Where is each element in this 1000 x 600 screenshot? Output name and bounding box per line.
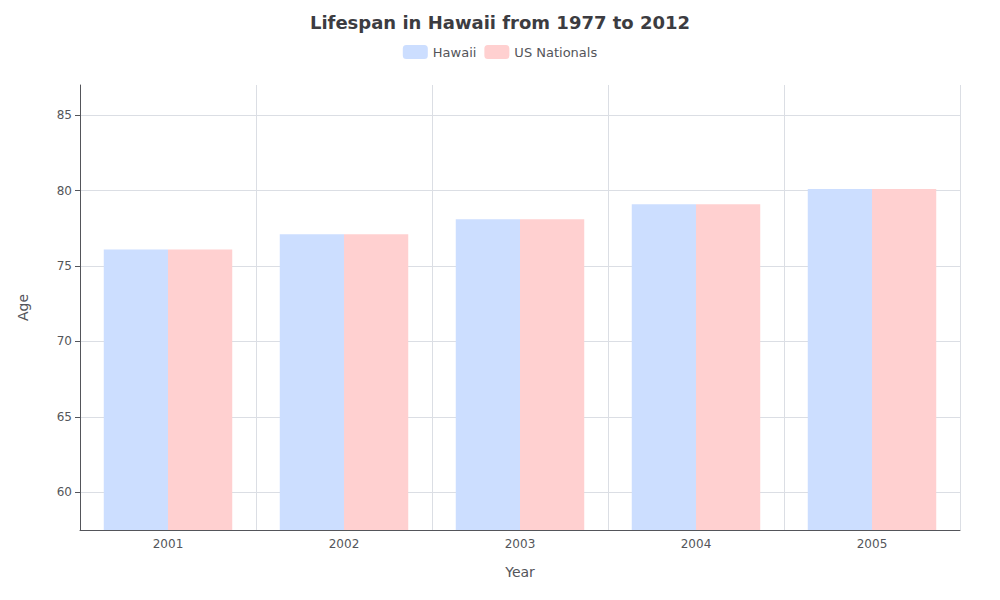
svg-text:2002: 2002: [329, 537, 360, 551]
svg-text:70: 70: [57, 334, 72, 348]
svg-text:2004: 2004: [681, 537, 712, 551]
svg-text:Year: Year: [504, 564, 535, 580]
svg-text:65: 65: [57, 410, 72, 424]
svg-text:2005: 2005: [857, 537, 888, 551]
svg-text:Age: Age: [15, 294, 31, 321]
svg-text:2003: 2003: [505, 537, 536, 551]
svg-text:85: 85: [57, 108, 72, 122]
svg-text:Hawaii: Hawaii: [433, 45, 477, 60]
svg-text:75: 75: [57, 259, 72, 273]
svg-text:80: 80: [57, 184, 72, 198]
svg-text:US Nationals: US Nationals: [514, 45, 597, 60]
svg-text:2001: 2001: [153, 537, 184, 551]
svg-text:60: 60: [57, 485, 72, 499]
svg-text:Lifespan in Hawaii from 1977 t: Lifespan in Hawaii from 1977 to 2012: [310, 12, 690, 33]
